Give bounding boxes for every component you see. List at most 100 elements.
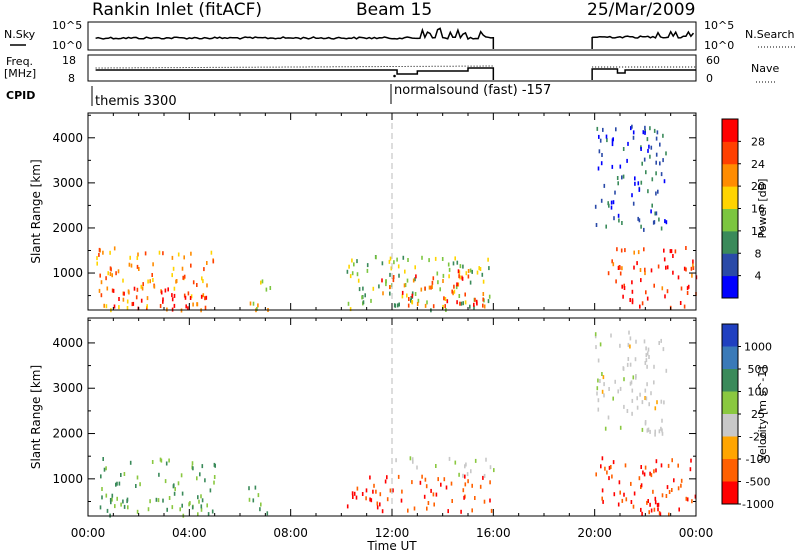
echo-cell xyxy=(101,495,103,500)
echo-cell xyxy=(96,261,98,266)
echo-cell xyxy=(171,293,173,298)
time-axis: 00:00 04:00 08:00 12:00 16:00 20:00 00:00 xyxy=(71,526,714,540)
echo-cell xyxy=(644,421,647,426)
echo-cell xyxy=(189,296,192,300)
echo-cell xyxy=(100,280,103,285)
echo-cell xyxy=(636,396,638,401)
echo-cell xyxy=(200,507,203,512)
echo-cell xyxy=(192,302,194,307)
echo-cell xyxy=(622,294,624,299)
echo-cell xyxy=(142,282,144,287)
echo-cell xyxy=(411,291,414,296)
echo-cell xyxy=(428,258,430,263)
echo-cell xyxy=(462,488,465,493)
echo-cell xyxy=(481,272,484,277)
echo-cell xyxy=(631,300,634,305)
echo-cell xyxy=(614,379,616,384)
echo-cell xyxy=(180,473,183,478)
echo-cell xyxy=(158,250,161,255)
echo-cell xyxy=(642,130,645,135)
x-tick-label: 00:00 xyxy=(71,526,106,540)
echo-cell xyxy=(356,486,359,491)
echo-cell xyxy=(619,490,621,495)
echo-cell xyxy=(174,487,176,492)
colorbar-segment xyxy=(722,141,738,165)
freq-panel-frame xyxy=(87,54,697,82)
echo-cell xyxy=(617,389,619,394)
echo-cell xyxy=(635,374,637,378)
echo-cell xyxy=(660,172,663,177)
echo-cell xyxy=(159,457,162,462)
echo-cell xyxy=(101,487,103,491)
echo-cell xyxy=(598,134,600,139)
echo-cell xyxy=(616,176,619,180)
colorbar-label: Velocity [m s^-1] xyxy=(756,366,769,461)
nsearch-tick-bottom: 10^0 xyxy=(704,39,734,52)
echo-cell xyxy=(671,488,673,492)
echo-cell xyxy=(612,460,615,465)
echo-cell xyxy=(424,477,427,482)
echo-cell xyxy=(392,275,395,280)
echo-cell xyxy=(634,176,636,181)
echo-cell xyxy=(411,293,414,298)
echo-cell xyxy=(487,299,490,304)
echo-cell xyxy=(252,301,255,306)
echo-cell xyxy=(370,498,373,503)
echo-cell xyxy=(619,164,622,169)
echo-cell xyxy=(648,402,650,407)
echo-cell xyxy=(105,466,107,471)
echo-cell xyxy=(655,136,658,141)
echo-cell xyxy=(601,389,604,394)
echo-cell xyxy=(633,250,635,255)
echo-cell xyxy=(668,490,671,494)
echo-cell xyxy=(173,293,176,298)
echo-cell xyxy=(362,300,365,305)
echo-cell xyxy=(602,127,604,132)
echo-cell xyxy=(454,460,457,465)
plot-area xyxy=(88,318,696,516)
echo-cell xyxy=(640,180,643,185)
echo-cell xyxy=(597,407,600,412)
echo-cell xyxy=(396,303,399,308)
echo-cell xyxy=(488,294,491,299)
echo-cell xyxy=(409,456,412,461)
echo-cell xyxy=(640,483,643,488)
cpid-label: CPID xyxy=(6,89,35,102)
echo-cell xyxy=(210,250,213,255)
echo-cell xyxy=(252,498,255,503)
echo-cell xyxy=(654,432,656,437)
echo-cell xyxy=(136,509,139,514)
echo-cell xyxy=(653,364,655,369)
echo-cell xyxy=(686,286,689,291)
echo-cell xyxy=(118,297,120,301)
echo-cell xyxy=(653,283,655,288)
echo-cell xyxy=(358,287,361,292)
echo-cell xyxy=(629,381,632,386)
echo-cell xyxy=(442,273,445,278)
echo-cell xyxy=(595,345,597,350)
colorbar-segment xyxy=(722,481,738,505)
x-tick-label: 20:00 xyxy=(577,526,612,540)
echo-cell xyxy=(639,268,642,272)
echo-cell xyxy=(190,294,193,299)
echo-cell xyxy=(378,284,380,289)
echo-cell xyxy=(128,290,130,295)
echo-cell xyxy=(385,282,387,287)
nsky-trace xyxy=(95,27,695,49)
echo-cell xyxy=(633,265,635,270)
echo-cell xyxy=(654,429,656,434)
echo-cell xyxy=(659,161,661,166)
echo-cell xyxy=(369,497,371,502)
echo-cell xyxy=(649,154,651,159)
power-panel: 1000 2000 3000 4000 Slant Range [km] 4 8 12 16 20… xyxy=(29,112,769,313)
echo-cell xyxy=(652,489,654,494)
echo-cell xyxy=(650,473,653,478)
x-tick-label: 12:00 xyxy=(375,526,410,540)
echo-cell xyxy=(457,282,460,287)
echo-cell xyxy=(126,299,129,304)
echo-cell xyxy=(353,491,356,496)
echo-cell xyxy=(611,259,613,264)
echo-cell xyxy=(103,467,106,472)
echo-cell xyxy=(157,498,160,503)
echo-cell xyxy=(389,285,391,289)
